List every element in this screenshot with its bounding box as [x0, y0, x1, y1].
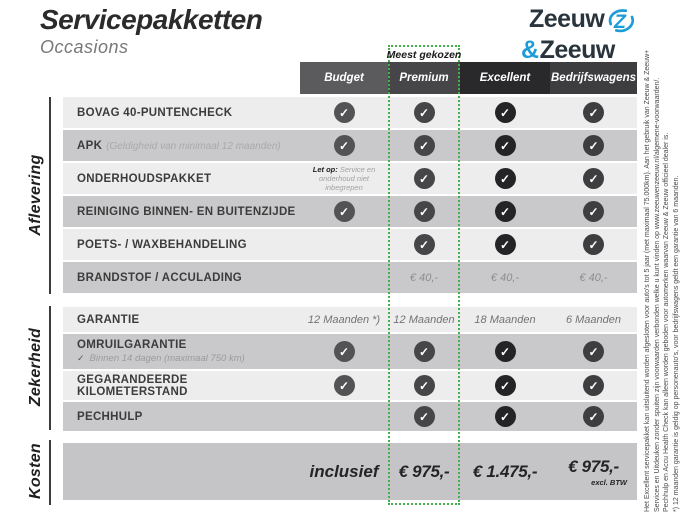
check-icon — [494, 375, 516, 396]
price-value: € 40,- — [409, 271, 439, 284]
bedrijfswagens-price: € 975,- — [568, 456, 619, 476]
check-icon — [583, 375, 604, 396]
duration-value: 12 Maanden *) — [307, 313, 381, 326]
check-icon — [494, 135, 516, 156]
row-label: BRANDSTOF / ACCULADING — [77, 271, 243, 284]
check-icon — [583, 168, 604, 189]
section-gap — [63, 295, 637, 307]
section-label-kosten: Kosten — [27, 442, 44, 500]
check-icon — [413, 406, 435, 427]
check-icon — [494, 234, 516, 255]
logo-word2: Zeeuw — [539, 36, 616, 64]
check-icon — [413, 375, 435, 396]
table-row: PECHHULP — [63, 402, 637, 431]
duration-value: 18 Maanden — [474, 313, 536, 326]
table-row: POETS- / WAXBEHANDELING — [63, 229, 637, 260]
check-icon — [583, 102, 604, 123]
column-header-budget: Budget — [300, 62, 388, 94]
section-label-aflevering: Aflevering — [27, 154, 44, 236]
section-bar-zekerheid — [49, 306, 51, 430]
row-label: REINIGING BINNEN- EN BUITENZIJDE — [77, 205, 296, 218]
table-row: GARANTIE 12 Maanden *) 12 Maanden 18 Maa… — [63, 307, 637, 332]
page-title: Servicepakketten — [40, 4, 263, 35]
table-header: Budget Premium Excellent Bedrijfswagens — [63, 62, 637, 94]
table-row: APK (Geldigheid van minimaal 12 maanden) — [63, 130, 637, 161]
check-icon — [583, 135, 604, 156]
small-check-icon: ✓ — [77, 353, 85, 363]
check-icon — [333, 341, 355, 362]
logo-word1: Zeeuw — [529, 5, 605, 33]
check-icon — [333, 135, 355, 156]
section-bar-aflevering — [49, 97, 51, 294]
row-sub-note: ✓ Binnen 14 dagen (maximaal 750 km) — [77, 353, 245, 364]
column-header-premium: Premium — [388, 62, 460, 94]
check-icon — [413, 341, 435, 362]
check-icon — [494, 201, 516, 222]
table-row: ONDERHOUDSPAKKET Let op: Service en onde… — [63, 163, 637, 194]
fine-print-line: Het Excellent servicepakket kan uitsluit… — [644, 49, 651, 512]
duration-value: 6 Maanden — [565, 313, 622, 326]
column-header-excellent: Excellent — [460, 62, 550, 94]
cell-note: Let op: Service en onderhoud niet inbegr… — [312, 165, 376, 192]
check-icon — [333, 201, 355, 222]
check-icon — [413, 102, 435, 123]
check-icon — [583, 406, 604, 427]
logo-ampersand: & — [521, 36, 539, 64]
table-row: BRANDSTOF / ACCULADING € 40,- € 40,- € 4… — [63, 262, 637, 293]
table-row: GEGARANDEERDE KILOMETERSTAND — [63, 371, 637, 400]
check-icon — [583, 341, 604, 362]
row-label: PECHHULP — [77, 410, 143, 423]
row-label: APK (Geldigheid van minimaal 12 maanden) — [77, 139, 281, 152]
price-value: € 40,- — [579, 271, 608, 284]
check-icon — [413, 168, 435, 189]
column-header-bedrijfswagens: Bedrijfswagens — [550, 62, 637, 94]
service-package-table: Budget Premium Excellent Bedrijfswagens … — [63, 62, 637, 500]
check-icon — [333, 375, 355, 396]
inclusief-label: inclusief — [309, 461, 379, 481]
row-note: (Geldigheid van minimaal 12 maanden) — [106, 140, 281, 152]
svg-text:Z: Z — [613, 11, 627, 33]
fine-print: Het Excellent servicepakket kan uitsluit… — [643, 7, 683, 512]
fine-print-line: Pechhulp en Accu Health Check kan alleen… — [663, 132, 670, 512]
check-icon — [413, 234, 435, 255]
row-label: POETS- / WAXBEHANDELING — [77, 238, 247, 251]
duration-value: 12 Maanden — [393, 313, 455, 326]
logo-line2: &Zeeuw — [521, 36, 636, 64]
check-icon — [494, 102, 516, 123]
title-block: Servicepakketten Occasions — [40, 4, 263, 58]
logo-line1: Zeeuw Z — [521, 5, 636, 39]
price-band: inclusief € 975,- € 1.475,- € 975,- excl… — [63, 443, 637, 500]
check-icon — [333, 102, 355, 123]
table-row: OMRUILGARANTIE ✓ Binnen 14 dagen (maximaa… — [63, 334, 637, 369]
row-label: OMRUILGARANTIE ✓ Binnen 14 dagen (maximaa… — [63, 339, 300, 364]
excl-btw-note: excl. BTW — [591, 477, 627, 487]
table-row: REINIGING BINNEN- EN BUITENZIJDE — [63, 196, 637, 227]
premium-price: € 975,- — [398, 461, 450, 481]
fine-print-line: *) 12 maanden garantie is geldig op pers… — [672, 175, 680, 512]
zeeuw-zeeuw-logo: Zeeuw Z &Zeeuw — [521, 5, 636, 64]
row-label: GEGARANDEERDE KILOMETERSTAND — [77, 373, 188, 398]
check-icon — [494, 406, 516, 427]
fine-print-line: Services en Uitdeuken zonder spuiten zij… — [653, 77, 661, 512]
row-label: ONDERHOUDSPAKKET — [77, 172, 212, 185]
check-icon — [494, 168, 516, 189]
check-icon — [583, 201, 604, 222]
price-value: € 40,- — [490, 271, 520, 284]
header-spacer — [63, 62, 300, 94]
check-icon — [413, 135, 435, 156]
table-row: BOVAG 40-PUNTENCHECK — [63, 97, 637, 128]
most-chosen-label: Meest gekozen — [386, 47, 462, 62]
z-swoosh-icon: Z — [604, 8, 636, 39]
check-icon — [413, 201, 435, 222]
page-subtitle: Occasions — [40, 37, 129, 57]
row-label: GARANTIE — [77, 313, 140, 326]
check-icon — [494, 341, 516, 362]
check-icon — [583, 234, 604, 255]
row-label: BOVAG 40-PUNTENCHECK — [77, 106, 233, 119]
excellent-price: € 1.475,- — [472, 461, 538, 481]
section-bar-kosten — [49, 440, 51, 505]
